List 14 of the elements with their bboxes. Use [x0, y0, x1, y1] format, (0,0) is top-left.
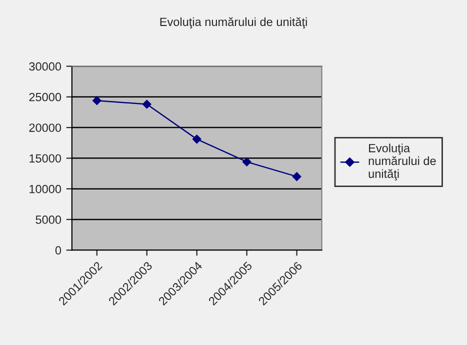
point: [142, 100, 152, 109]
y-tick-label: 30000: [29, 62, 62, 71]
point: [192, 134, 202, 144]
legend-label: Evoluţia numărului de unităţi: [368, 144, 436, 180]
y-tick-label: 5000: [36, 216, 62, 224]
y-tick-label: 20000: [29, 124, 62, 132]
point: [292, 172, 302, 182]
y-tick-label: 10000: [30, 184, 62, 194]
y-tick-label: 0: [55, 246, 62, 255]
point: [92, 96, 102, 106]
point: [242, 157, 252, 166]
chart-title: Evoluţia numărului de unităţi: [160, 17, 307, 28]
y-tick-label: 15000: [30, 154, 62, 163]
y-tick-label: 25000: [29, 92, 62, 102]
